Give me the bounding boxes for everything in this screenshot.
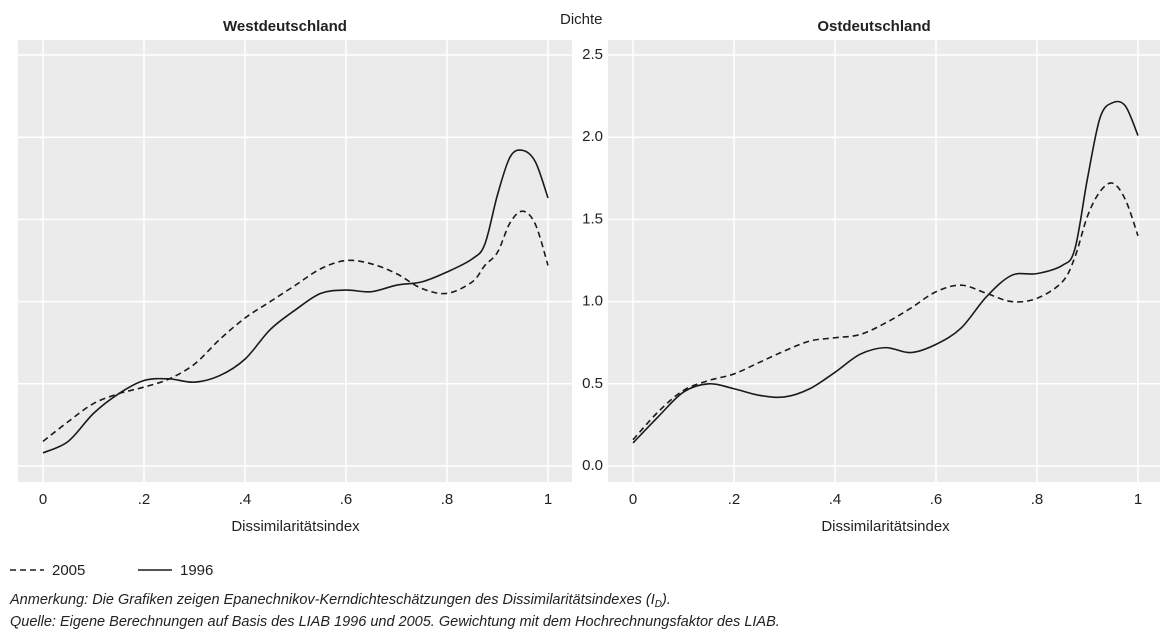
- x-axis-label: Dissimilaritätsindex: [821, 518, 950, 535]
- x-tick-label: 1: [1134, 491, 1142, 508]
- legend-label: 2005: [52, 562, 85, 579]
- note-tail: ).: [660, 592, 671, 608]
- x-tick-label: .6: [930, 491, 943, 508]
- chart-title: Westdeutschland: [223, 18, 347, 35]
- x-tick-label: .6: [340, 491, 353, 508]
- x-tick-label: .4: [239, 491, 252, 508]
- source: Quelle: Eigene Berechnungen auf Basis de…: [10, 614, 780, 630]
- y-tick-label: 1.0: [582, 293, 603, 310]
- y-tick-label: 1.5: [582, 210, 603, 227]
- x-tick-label: .2: [138, 491, 151, 508]
- y-tick-label: 0.5: [582, 375, 603, 392]
- line: [632, 100, 1139, 444]
- x-tick-label: .8: [441, 491, 454, 508]
- note: Anmerkung: Die Grafiken zeigen Epanechni…: [9, 592, 671, 610]
- line: [42, 149, 549, 454]
- note-text: Anmerkung: Die Grafiken zeigen Epanechni…: [9, 592, 655, 608]
- y-tick-label: 2.5: [582, 46, 603, 63]
- plot-area: [18, 40, 572, 482]
- y-axis-label: Dichte: [560, 11, 603, 28]
- legend-label: 1996: [180, 562, 213, 579]
- x-tick-label: .8: [1031, 491, 1044, 508]
- line: [632, 182, 1139, 441]
- y-tick-label: 2.0: [582, 128, 603, 145]
- line: [42, 210, 549, 442]
- y-tick-label: 0.0: [582, 457, 603, 474]
- x-tick-label: 0: [629, 491, 637, 508]
- x-tick-label: 0: [39, 491, 47, 508]
- note-sub: D: [655, 599, 662, 610]
- x-tick-label: 1: [544, 491, 552, 508]
- x-tick-label: .4: [829, 491, 842, 508]
- x-axis-label: Dissimilaritätsindex: [231, 518, 360, 535]
- x-tick-label: .2: [728, 491, 741, 508]
- chart-title: Ostdeutschland: [817, 18, 930, 35]
- plot-area: [608, 40, 1160, 482]
